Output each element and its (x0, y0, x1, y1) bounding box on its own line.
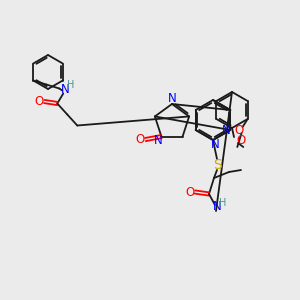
Text: N: N (168, 92, 176, 106)
Text: O: O (236, 134, 246, 148)
Text: N: N (222, 124, 231, 136)
Text: O: O (234, 124, 243, 137)
Text: O: O (136, 133, 145, 146)
Text: N: N (211, 139, 219, 152)
Text: N: N (213, 200, 221, 214)
Text: H: H (219, 198, 227, 208)
Text: O: O (35, 95, 44, 108)
Text: N: N (154, 134, 163, 147)
Text: N: N (61, 83, 70, 96)
Text: H: H (67, 80, 74, 91)
Text: S: S (214, 158, 222, 172)
Text: O: O (185, 185, 195, 199)
